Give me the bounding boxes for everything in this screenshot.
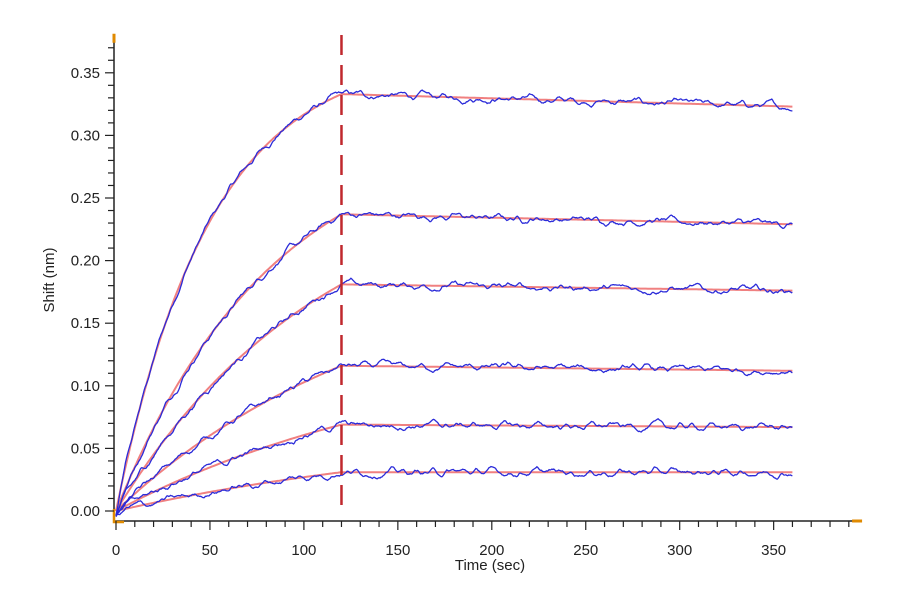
- measured-line-series-4: [115, 358, 793, 518]
- y-tick-label: 0.10: [71, 378, 100, 395]
- y-tick-label: 0.05: [71, 440, 100, 457]
- x-tick-label: 300: [667, 542, 692, 559]
- y-tick-label: 0.20: [71, 253, 100, 270]
- x-tick-label: 350: [761, 542, 786, 559]
- measured-line-series-1: [115, 89, 793, 516]
- y-tick-label: 0.25: [71, 190, 100, 207]
- y-axis-title: Shift (nm): [41, 247, 58, 312]
- measured-line-series-5: [115, 418, 793, 516]
- y-tick-label: 0.00: [71, 503, 100, 520]
- x-tick-label: 100: [291, 542, 316, 559]
- y-tick-label: 0.15: [71, 315, 100, 332]
- y-tick-label: 0.30: [71, 127, 100, 144]
- fit-line-series-5: [115, 423, 793, 512]
- origin-marker: [112, 509, 124, 524]
- fit-line-series-1: [115, 93, 793, 512]
- x-axis-title: Time (sec): [455, 557, 525, 574]
- measured-line-series-3: [115, 277, 793, 516]
- x-tick-label: 150: [385, 542, 410, 559]
- measured-curves: [115, 89, 793, 518]
- x-tick-label: 250: [573, 542, 598, 559]
- fit-line-series-4: [115, 364, 793, 512]
- x-tick-label: 200: [479, 542, 504, 559]
- fit-line-series-2: [115, 213, 793, 512]
- y-tick-label: 0.35: [71, 65, 100, 82]
- measured-line-series-6: [115, 465, 793, 516]
- fit-line-series-3: [115, 283, 793, 512]
- measured-line-series-2: [115, 211, 793, 516]
- fit-curves: [115, 93, 793, 512]
- fit-line-series-6: [115, 471, 793, 512]
- x-tick-label: 0: [112, 542, 120, 559]
- axes: 0.00 0.05 0.10 0.15 0.20 0.25 0.30 0.35 0 50 100 15…: [71, 33, 863, 559]
- x-tick-label: 50: [202, 542, 219, 559]
